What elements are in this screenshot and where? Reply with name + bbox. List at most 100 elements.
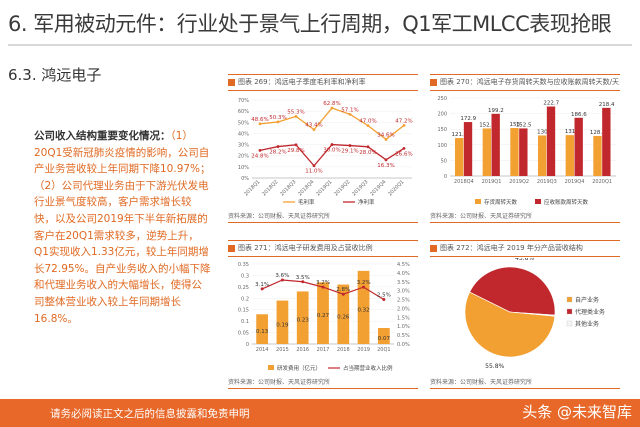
x-tick-label: 2018Q2	[261, 179, 279, 197]
panel-top-rule	[430, 240, 620, 241]
data-point	[348, 144, 352, 147]
data-label: 199.2	[488, 108, 504, 114]
bar	[317, 282, 329, 344]
bar	[463, 122, 473, 176]
x-tick-label: 2018	[337, 347, 350, 353]
data-label: 2.5%	[377, 293, 391, 299]
data-label: 47.2%	[395, 118, 412, 124]
summary-text: 公司收入结构重要变化情况：（1）20Q1受新冠肺炎疫情的影响，公司自产业务营收较…	[34, 128, 212, 327]
y-tick-label: 0.25	[238, 285, 249, 291]
data-label: 29.1%	[341, 149, 358, 155]
data-label: 152.5	[516, 122, 532, 128]
summary-body: （1）20Q1受新冠肺炎疫情的影响，公司自产业务营收较上年同期下降10.97%；…	[34, 130, 211, 325]
data-point	[384, 158, 388, 162]
chart-title: 图表 272：鸿远电子 2019 年分产品营收结构	[430, 240, 583, 256]
legend-swatch	[475, 199, 481, 204]
data-label: 3.2%	[316, 280, 330, 286]
x-tick-label: 2019Q3	[351, 179, 369, 197]
data-point	[402, 146, 406, 150]
data-point	[321, 285, 325, 289]
pie-slice	[464, 291, 556, 358]
bar	[377, 328, 390, 344]
chart-source: 资料来源：公司财报、天风证券研究所	[228, 213, 331, 220]
y2-tick-label: 3.5%	[397, 280, 410, 286]
data-point	[294, 143, 298, 147]
data-label: 43.4%	[305, 123, 322, 129]
data-point	[260, 287, 264, 291]
data-point	[276, 120, 280, 124]
x-tick-label: 2016	[296, 347, 309, 353]
data-point	[366, 145, 370, 149]
y-tick-label: 0.15	[238, 308, 249, 314]
panel-title-rule	[228, 90, 418, 91]
panel-bottom-rule	[430, 388, 620, 389]
data-label: 55.3%	[287, 109, 304, 115]
bar	[574, 117, 583, 176]
data-label: 34.6%	[377, 132, 394, 138]
legend-label: 存货周转天数	[484, 198, 518, 206]
data-point	[330, 106, 334, 110]
x-tick-label: 2019Q4	[565, 179, 585, 185]
legend-label: 净利率	[358, 198, 375, 206]
data-label: 0.07	[378, 336, 391, 342]
x-tick-label: 2018Q3	[279, 179, 297, 197]
data-label: 222.7	[543, 101, 559, 107]
data-label: 3.5%	[296, 275, 310, 281]
legend-swatch	[268, 365, 274, 370]
data-label: 50.3%	[269, 115, 286, 121]
page-title: 6. 军用被动元件：行业处于景气上行周期，Q1军工MLCC表现抢眼	[8, 12, 612, 36]
y2-tick-label: 4.5%	[397, 262, 410, 268]
x-tick-label: 2018Q4	[454, 179, 474, 185]
data-point	[312, 164, 316, 168]
footer-disclaimer: 请务必阅读正文之后的信息披露和免责申明	[50, 408, 250, 420]
y-tick-label: 250	[437, 96, 447, 102]
bar	[276, 300, 289, 344]
bar	[482, 128, 491, 176]
data-label: 16.3%	[377, 163, 394, 169]
legend-label: 代理类业务	[575, 308, 605, 316]
data-label: 152.5	[479, 122, 495, 128]
data-label: 47.0%	[359, 119, 376, 125]
pie-slice	[509, 311, 556, 317]
y-tick-label: 30%	[238, 143, 249, 149]
y2-tick-label: 0.0%	[397, 342, 410, 348]
data-label: 11.0%	[305, 169, 322, 175]
data-label: 30.0%	[323, 148, 340, 154]
y-tick-label: 60%	[238, 109, 249, 115]
y-tick-label: 0.1	[241, 319, 249, 325]
panel-title-rule	[228, 256, 418, 257]
data-label: 0.19	[276, 322, 289, 328]
data-point	[362, 285, 366, 289]
title-divider	[8, 44, 632, 46]
data-label: 55.8%	[485, 363, 504, 370]
y-tick-label: 40%	[238, 131, 249, 137]
y2-tick-label: 3.0%	[397, 289, 410, 295]
data-label: 3.2%	[357, 280, 371, 286]
panel-top-rule	[228, 74, 418, 75]
y-tick-label: 0	[444, 174, 447, 180]
y-tick-label: 20%	[238, 154, 249, 160]
data-label: 186.6	[571, 112, 587, 118]
data-label: 0.23	[297, 318, 310, 324]
data-point	[382, 298, 386, 302]
data-label: 128.5	[590, 130, 606, 136]
data-label: 43.8%	[515, 258, 534, 262]
pie-slice	[469, 266, 556, 316]
chart-source: 资料来源：公司财报、天风证券研究所	[228, 379, 331, 386]
data-point	[301, 280, 305, 284]
legend-label: 自产业务	[575, 296, 599, 304]
panel-top-rule	[430, 74, 620, 75]
panel-title-rule	[430, 90, 620, 91]
legend-label: 占当期营业收入比例	[343, 364, 393, 372]
y-tick-label: 10%	[238, 165, 249, 171]
panel-bottom-rule	[228, 222, 418, 223]
data-label: 0.26	[337, 314, 350, 320]
y-tick-label: 150	[437, 127, 447, 133]
turnover-bar-chart: 0 50 100 150 200 250 121.7 172.9 2018Q4 152.5 199.…	[437, 96, 616, 206]
panel-margin-chart: 图表 269：鸿远电子季度毛利率和净利率 0% 10% 20% 30% 40% 50% 60…	[228, 74, 418, 224]
bar	[519, 128, 528, 176]
data-point	[348, 112, 352, 116]
panel-turnover-chart: 图表 270：鸿远电子存货周转天数与应收账款周转天数/天 0 50 100 150 20…	[430, 74, 620, 224]
footer-bar: 请务必阅读正文之后的信息披露和免责申明 头条 @未来智库	[0, 399, 640, 427]
x-tick-label: 2015	[276, 347, 289, 353]
